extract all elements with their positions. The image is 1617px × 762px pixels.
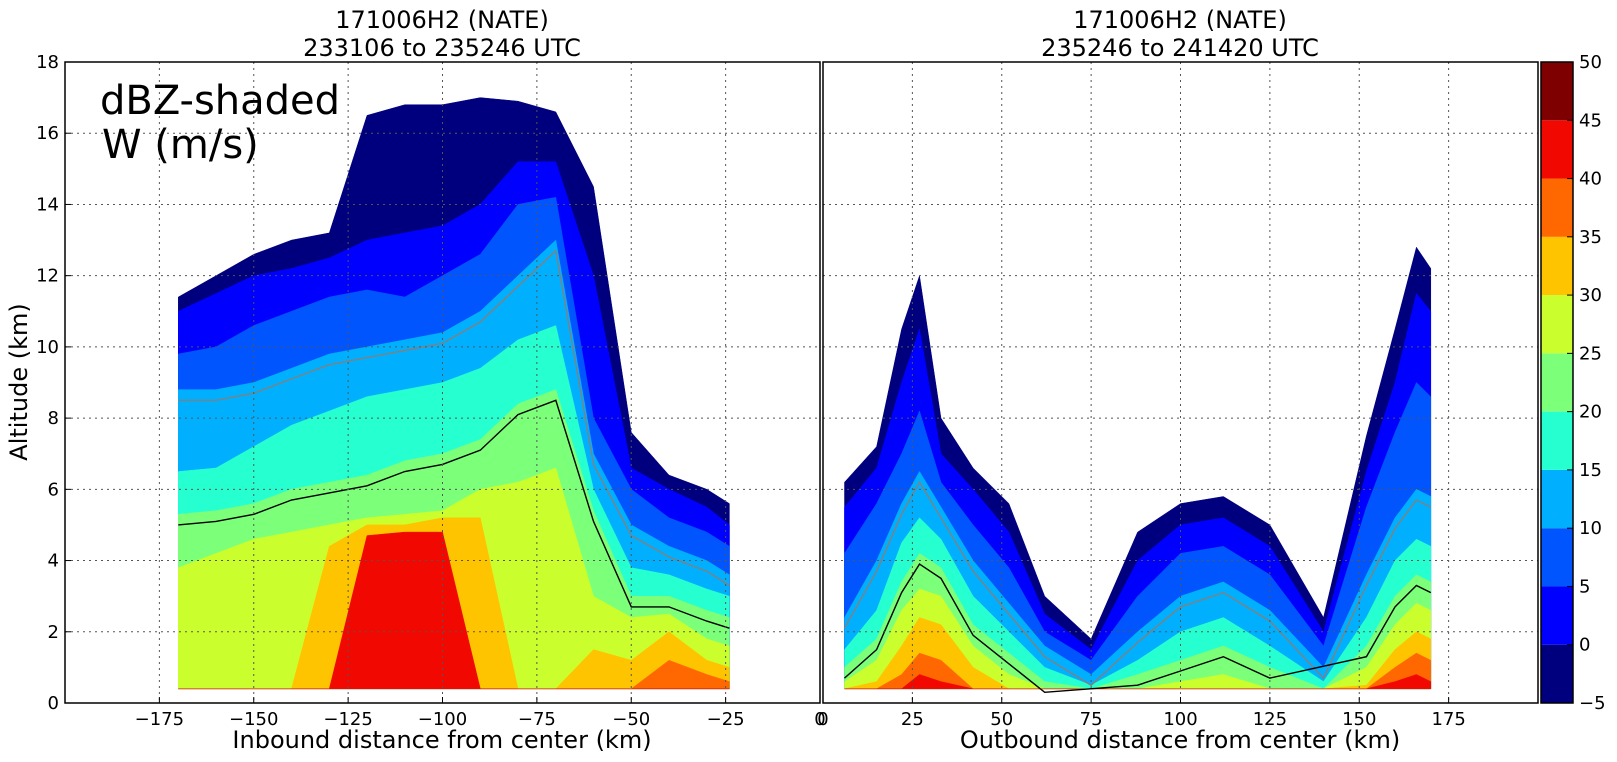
colorbar-box-15 [1541,411,1573,470]
left-w-contour-1 [178,249,730,587]
annotation-line1: dBZ-shaded [100,78,340,124]
left-y-ticks: 0 2 4 6 8 10 12 14 16 18 [36,52,71,714]
colorbar-tick-label-11: 50 [1579,52,1602,73]
left-x-tick-label-7: 0 [814,709,825,730]
left-dbz-band-40 [178,531,730,690]
colorbar: −5 0 5 10 15 20 25 30 35 40 45 50 [1540,52,1606,714]
right-x-tick-label-3: 75 [1080,709,1103,730]
y-tick-label-4: 8 [48,408,59,429]
right-x-ticks: 0 25 50 75 100 125 150 175 [817,697,1466,730]
colorbar-tick-label-2: 5 [1579,576,1590,597]
colorbar-tick-label-10: 45 [1579,110,1602,131]
annotation-line2: W (m/s) [102,122,259,168]
right-w-contour-2 [844,563,1432,694]
y-tick-label-0: 0 [48,693,59,714]
left-x-tick-label-6: −25 [707,709,745,730]
colorbar-box-45 [1541,62,1573,121]
right-dbz-fill [844,246,1432,690]
y-tick-label-9: 18 [36,52,59,73]
left-w-contours [178,249,730,629]
left-x-axis-label: Inbound distance from center (km) [232,726,651,754]
colorbar-box-0 [1541,586,1573,645]
colorbar-tick-label-4: 15 [1579,460,1602,481]
right-dbz-band-40 [844,674,1432,690]
right-w-contours [843,480,1432,694]
right-x-tick-label-2: 50 [990,709,1013,730]
y-tick-label-2: 4 [48,551,59,572]
colorbar-box--5 [1541,644,1573,703]
y-tick-label-3: 6 [48,479,59,500]
right-grid [823,62,1538,703]
y-tick-label-8: 16 [36,123,59,144]
colorbar-boxes [1541,62,1573,703]
y-tick-label-7: 14 [36,194,59,215]
left-x-tick-label-2: −125 [323,709,372,730]
right-x-tick-label-4: 100 [1163,709,1197,730]
right-panel: 171006H2 (NATE) 235246 to 241420 UTC 0 25… [817,6,1539,754]
right-x-tick-label-5: 125 [1253,709,1287,730]
left-x-tick-label-3: −100 [418,709,467,730]
left-dbz-fill [178,97,730,690]
colorbar-tick-label-7: 30 [1579,285,1602,306]
colorbar-box-5 [1541,528,1573,587]
colorbar-box-40 [1541,120,1573,179]
right-x-tick-label-1: 25 [901,709,924,730]
left-x-ticks: −175 −150 −125 −100 −75 −50 −25 0 [135,697,826,730]
colorbar-tick-label-9: 40 [1579,169,1602,190]
right-x-tick-label-7: 175 [1431,709,1465,730]
colorbar-frame [1540,61,1574,704]
y-tick-label-1: 2 [48,622,59,643]
left-w-contour-2 [178,399,730,629]
right-title-line2: 235246 to 241420 UTC [1041,34,1319,62]
colorbar-box-30 [1541,236,1573,296]
colorbar-tick-label-8: 35 [1579,227,1602,248]
colorbar-box-35 [1541,178,1573,237]
left-panel: 171006H2 (NATE) 233106 to 235246 UTC −17… [5,6,826,754]
y-tick-label-5: 10 [36,337,59,358]
right-x-tick-label-6: 150 [1342,709,1376,730]
right-x-tick-label-0: 0 [817,709,828,730]
left-x-tick-label-0: −175 [135,709,184,730]
left-title-line2: 233106 to 235246 UTC [303,34,581,62]
left-x-tick-label-5: −50 [612,709,650,730]
left-x-tick-label-4: −75 [518,709,556,730]
left-grid [65,62,820,703]
colorbar-tick-label-5: 20 [1579,402,1602,423]
right-dbz-band-20 [844,553,1432,690]
colorbar-ticks: −5 0 5 10 15 20 25 30 35 40 45 50 [1567,52,1606,714]
left-x-tick-label-1: −150 [229,709,278,730]
y-tick-label-6: 12 [36,266,59,287]
colorbar-tick-label-0: −5 [1579,693,1606,714]
colorbar-box-25 [1541,295,1573,354]
right-w-contour-1 [843,480,1432,687]
left-title-line1: 171006H2 (NATE) [335,6,549,34]
colorbar-box-20 [1541,353,1573,412]
colorbar-tick-label-3: 10 [1579,518,1602,539]
y-axis-label: Altitude (km) [5,303,33,460]
colorbar-tick-label-6: 25 [1579,343,1602,364]
colorbar-tick-label-1: 0 [1579,635,1590,656]
right-x-axis-label: Outbound distance from center (km) [960,726,1400,754]
right-title-line1: 171006H2 (NATE) [1073,6,1287,34]
colorbar-box-10 [1541,469,1573,529]
